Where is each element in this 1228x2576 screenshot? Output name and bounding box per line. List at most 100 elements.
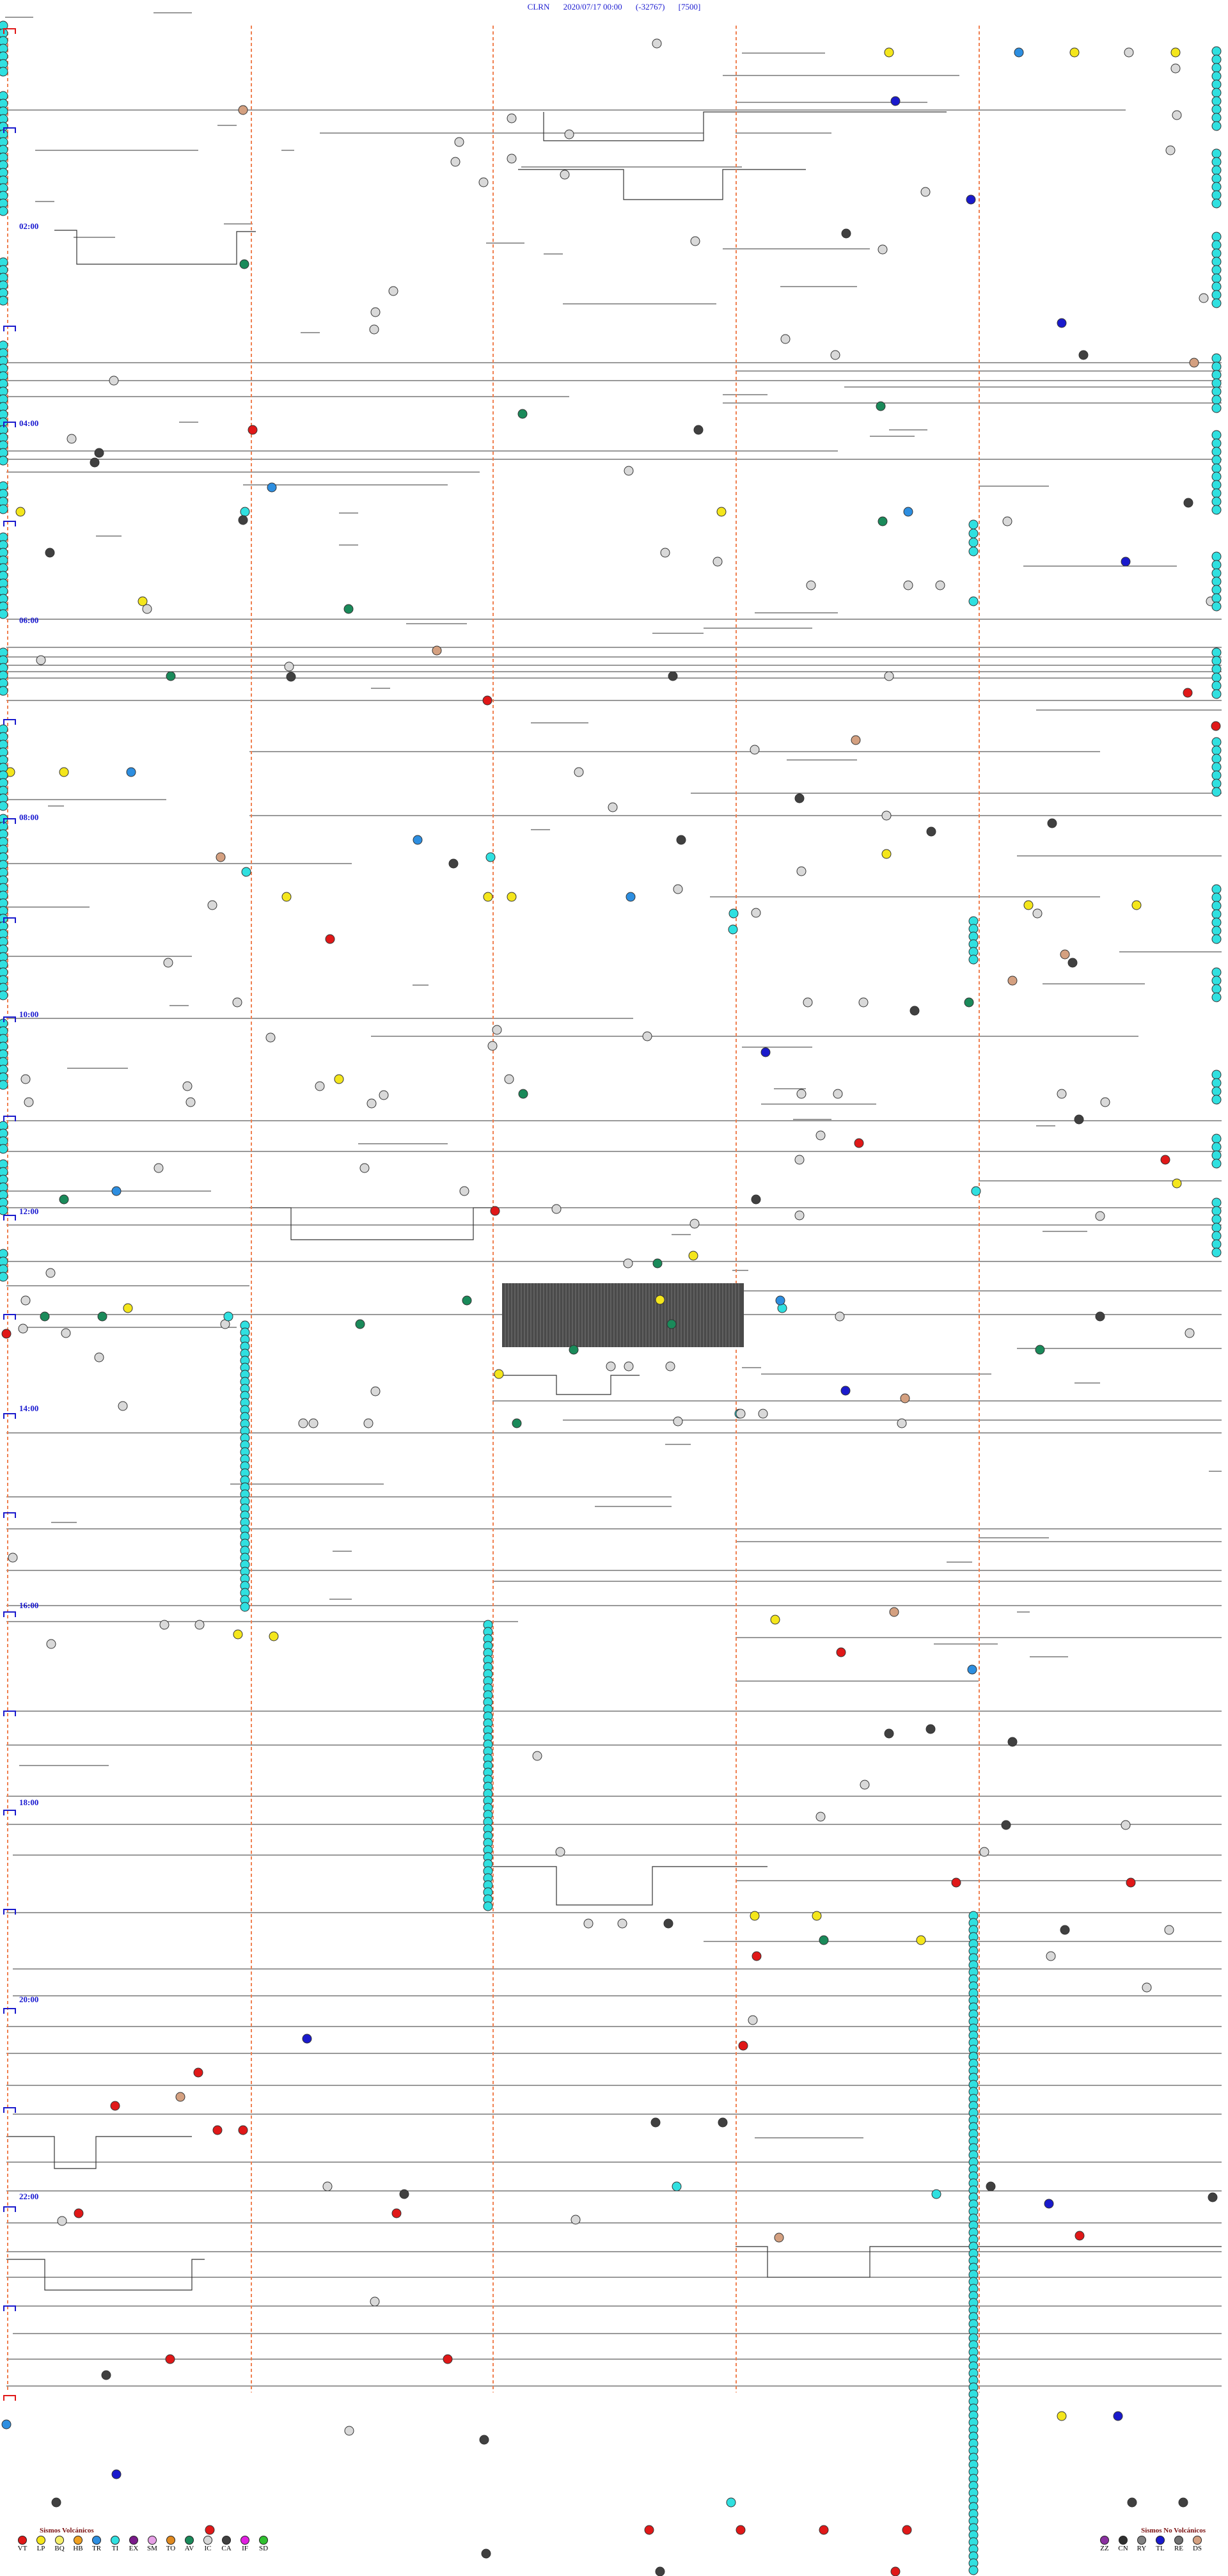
event-dot — [751, 1194, 761, 1205]
event-dot — [90, 457, 100, 468]
tremor-dot — [1211, 787, 1222, 797]
event-dot — [1044, 2199, 1054, 2209]
event-dot — [750, 1911, 760, 1921]
event-dot — [138, 596, 148, 606]
event-dot — [712, 557, 723, 567]
tremor-dot — [0, 1080, 8, 1090]
event-dot — [736, 2525, 746, 2535]
event-dot — [240, 507, 250, 517]
event-dot — [1047, 818, 1057, 828]
event-dot — [689, 1219, 700, 1229]
scale-value: [7500] — [678, 2, 701, 12]
row-bracket-marker — [3, 1116, 16, 1121]
tremor-dot — [0, 296, 8, 306]
event-dot — [650, 2117, 661, 2128]
event-dot — [370, 1386, 381, 1396]
tremor-dot — [1211, 378, 1222, 388]
event-dot — [51, 2497, 61, 2508]
event-dot — [750, 745, 760, 755]
event-dot — [308, 1418, 319, 1428]
row-bracket-marker — [3, 2395, 16, 2401]
event-dot — [1172, 110, 1182, 120]
legend-nonvolcanic: Sismos No Volcánicos ZZ CN RY TL RE DS — [1096, 2527, 1206, 2552]
event-dot — [1172, 1178, 1182, 1189]
event-dot — [45, 1268, 56, 1278]
tremor-dot — [1211, 601, 1222, 612]
tremor-dot — [1211, 984, 1222, 994]
event-dot — [796, 1089, 807, 1099]
event-dot — [881, 849, 892, 859]
tremor-dot — [1211, 778, 1222, 789]
tremor-dot — [1211, 104, 1222, 115]
time-label: 16:00 — [19, 1600, 38, 1610]
row-bracket-marker — [3, 521, 16, 526]
event-dot — [1069, 47, 1080, 58]
tremor-dot — [1211, 1094, 1222, 1105]
legend-nonvolcanic-code: CN — [1118, 2545, 1128, 2552]
event-dot — [45, 548, 55, 558]
event-dot — [951, 1877, 961, 1888]
event-dot — [652, 38, 662, 49]
event-dot — [574, 767, 584, 777]
tremor-dot — [0, 67, 8, 77]
legend-volcanic-swatch — [74, 2536, 83, 2545]
event-dot — [967, 1664, 977, 1675]
event-dot — [676, 835, 686, 845]
event-dot — [1185, 1328, 1195, 1338]
event-dot — [123, 1303, 133, 1313]
event-dot — [935, 580, 945, 590]
tremor-dot — [1211, 737, 1222, 747]
row-bracket-marker — [3, 719, 16, 725]
event-dot — [752, 1951, 762, 1961]
event-dot — [238, 515, 248, 525]
event-dot — [663, 1918, 673, 1929]
event-dot — [109, 375, 119, 386]
step-trace — [249, 1207, 492, 1240]
event-dot — [20, 1074, 31, 1084]
legend-volcanic-item: TO — [162, 2536, 179, 2552]
event-dot — [796, 866, 807, 876]
event-dot — [860, 1780, 870, 1790]
station-code: CLRN — [527, 2, 550, 12]
tremor-dot — [1211, 681, 1222, 691]
time-labels: 02:00 04:00 06:00 08:00 10:00 12:00 14:00 16:00… — [19, 221, 38, 2201]
tremor-dot — [0, 1144, 8, 1154]
event-dot — [233, 1629, 243, 1640]
event-dot — [182, 1081, 193, 1091]
time-label: 12:00 — [19, 1206, 38, 1216]
step-trace — [492, 1375, 640, 1395]
event-dot — [642, 1031, 652, 1041]
tremor-dot — [1211, 1134, 1222, 1144]
event-dot — [900, 1393, 910, 1403]
event-dot — [926, 826, 936, 837]
tremor-dot — [1211, 505, 1222, 515]
event-dot — [142, 604, 152, 614]
event-dot — [512, 1418, 522, 1428]
tremor-dot — [968, 519, 979, 530]
tremor-dot — [1211, 446, 1222, 457]
event-dot — [369, 324, 379, 335]
legend-volcanic-swatch — [18, 2536, 27, 2545]
legend-volcanic-swatch — [129, 2536, 138, 2545]
tremor-dot — [1211, 54, 1222, 65]
event-dot — [325, 934, 335, 944]
event-dot — [462, 1295, 472, 1306]
legend-volcanic-item: IC — [200, 2536, 216, 2552]
event-dot — [1124, 47, 1134, 58]
event-dot — [94, 1352, 104, 1363]
legend-volcanic-swatch — [203, 2536, 212, 2545]
legend-volcanic-code: BQ — [54, 2545, 65, 2552]
legend-volcanic-items: VT LP BQ HB TR TI EX SM TO AV IC CA IF SD — [14, 2536, 272, 2552]
event-dot — [212, 2125, 223, 2135]
event-dot — [154, 1163, 164, 1173]
event-dot — [1183, 688, 1193, 698]
event-dot — [298, 1418, 308, 1428]
event-dot — [1032, 908, 1043, 919]
tremor-dot — [1211, 148, 1222, 159]
event-dot — [241, 867, 251, 877]
event-dot — [693, 425, 704, 435]
legend-volcanic-item: SM — [144, 2536, 161, 2552]
tremor-dot — [1211, 488, 1222, 498]
row-bracket-marker — [3, 1909, 16, 1915]
